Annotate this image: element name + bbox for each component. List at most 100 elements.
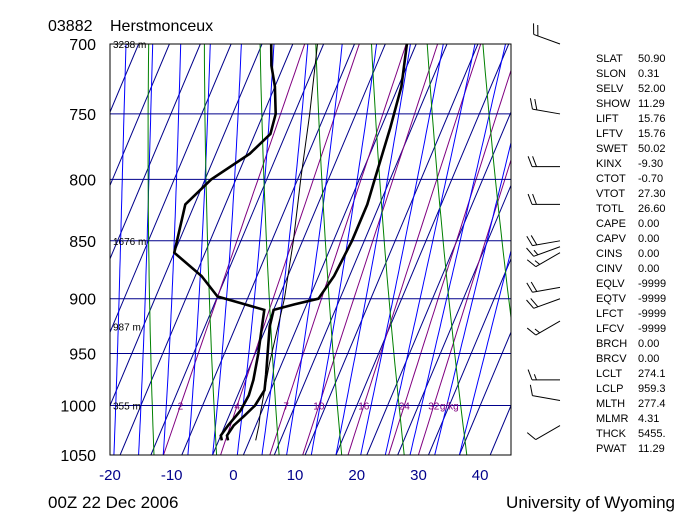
index-value: 26.60: [638, 203, 666, 215]
pressure-tick-label: 950: [69, 347, 96, 364]
wind-barb-staff: [535, 252, 561, 268]
wind-barb: [529, 384, 561, 401]
index-value: -9999: [638, 278, 666, 290]
index-label: CAPE: [596, 218, 626, 230]
index-label: SELV: [596, 83, 624, 95]
index-label: LFTV: [596, 128, 624, 140]
height-label: 1676 m: [113, 237, 146, 248]
wind-barb-flag: [530, 298, 539, 308]
isotherm-line: [428, 257, 511, 455]
mixing-ratio-label: 10: [313, 402, 325, 413]
index-label: SWET: [596, 143, 628, 155]
index-value: 277.4: [638, 398, 666, 410]
wind-barb-flag: [534, 328, 540, 334]
temperature-tick-label: 20: [348, 467, 365, 484]
moist-adiabat-line: [113, 44, 127, 455]
wind-barb-flag: [526, 282, 533, 293]
temperature-tick-label: 30: [410, 467, 427, 484]
wind-barb-staff: [533, 33, 561, 45]
height-labels: 3238 m 1676 m 987 m 355 m: [113, 40, 146, 413]
moist-adiabat-line: [162, 44, 182, 455]
moist-adiabat-line: [212, 44, 242, 455]
pressure-tick-labels: 700 750 800 850 900 950 1000 1050: [60, 37, 96, 465]
pressure-tick-label: 1000: [60, 399, 96, 416]
mixing-ratio-label: 16: [358, 402, 370, 413]
isotherm-line: [212, 44, 386, 455]
moist-adiabat-line: [335, 44, 411, 455]
index-label: CTOT: [596, 173, 626, 185]
wind-barb-staff: [535, 320, 561, 336]
index-label: LFCV: [596, 323, 625, 335]
isotherm-line: [150, 44, 325, 455]
pressure-tick-label: 750: [69, 107, 96, 124]
wind-barb-flag: [530, 235, 538, 246]
index-value: 11.29: [638, 98, 665, 110]
mixing-ratio-label: 7: [283, 402, 289, 413]
wind-barb-staff: [532, 240, 561, 247]
height-label: 355 m: [113, 402, 141, 413]
index-label: LCLT: [596, 368, 622, 380]
source-credit: University of Wyoming: [506, 493, 675, 512]
mixing-ratio-labels: g/kg 2 4 7 10 16 24 32: [178, 402, 459, 413]
temperature-tick-labels: -20 -10 0 10 20 30 40: [99, 467, 488, 484]
index-value: 15.76: [638, 113, 666, 125]
dewpoint-line: [172, 44, 278, 441]
index-label: CAPV: [596, 233, 627, 245]
index-value: 15.76: [638, 128, 666, 140]
isotherm-line: [366, 110, 511, 455]
index-value: 0.00: [638, 338, 659, 350]
isotherm-line: [0, 44, 77, 455]
index-label: THCK: [596, 428, 627, 440]
moist-adiabat-line: [458, 248, 511, 455]
isotherm-line: [110, 44, 170, 187]
wind-barb-flag: [534, 260, 540, 265]
index-label: CINV: [596, 263, 623, 275]
isotherm-line: [397, 184, 511, 455]
observation-time: 00Z 22 Dec 2006: [48, 493, 178, 512]
index-value: 27.30: [638, 188, 666, 200]
index-label: LFCT: [596, 308, 624, 320]
pressure-tick-label: 700: [69, 37, 96, 54]
index-label: SLON: [596, 68, 626, 80]
wind-barb-flag: [527, 369, 533, 381]
moist-adiabat-line: [187, 44, 211, 455]
mixing-ratio-label: 24: [399, 402, 411, 413]
wind-barb: [526, 281, 561, 293]
wind-barb-staff: [532, 286, 561, 293]
wind-barb-flag: [526, 432, 537, 441]
wind-barb: [533, 23, 561, 45]
plot-frame: [109, 43, 512, 456]
index-label: SHOW: [596, 98, 631, 110]
mixing-ratio-label: 2: [178, 402, 184, 413]
wind-barb-flag: [532, 156, 537, 167]
index-value: -9.30: [638, 158, 663, 170]
wind-barb: [527, 193, 560, 205]
mixing-ratio-line: [163, 44, 306, 455]
wind-barb-flag: [526, 327, 537, 336]
wind-barb-staff: [532, 395, 561, 401]
isotherm-line: [119, 44, 294, 455]
wind-barbs: [526, 23, 561, 441]
index-label: KINX: [596, 158, 622, 170]
index-value: 959.3: [638, 383, 666, 395]
index-label: BRCH: [596, 338, 627, 350]
mixing-ratio-label: 4: [234, 402, 240, 413]
index-label: VTOT: [596, 188, 625, 200]
mixing-ratio-line: [388, 68, 511, 455]
wind-barb-flag: [527, 156, 533, 167]
index-value: 5455.: [638, 428, 666, 440]
index-value: 50.02: [638, 143, 666, 155]
wind-barb: [526, 320, 561, 336]
index-value: 0.00: [638, 248, 659, 260]
index-value: 4.31: [638, 413, 659, 425]
index-value: 0.00: [638, 263, 659, 275]
index-label: MLTH: [596, 398, 625, 410]
pressure-tick-label: 850: [69, 234, 96, 251]
mixing-ratio-label: 32: [428, 402, 440, 413]
wind-barb-flag: [533, 374, 537, 381]
pressure-tick-label: 1050: [60, 448, 96, 465]
index-label: MLMR: [596, 413, 628, 425]
isotherm-line: [0, 44, 46, 455]
temperature-tick-label: 10: [287, 467, 304, 484]
